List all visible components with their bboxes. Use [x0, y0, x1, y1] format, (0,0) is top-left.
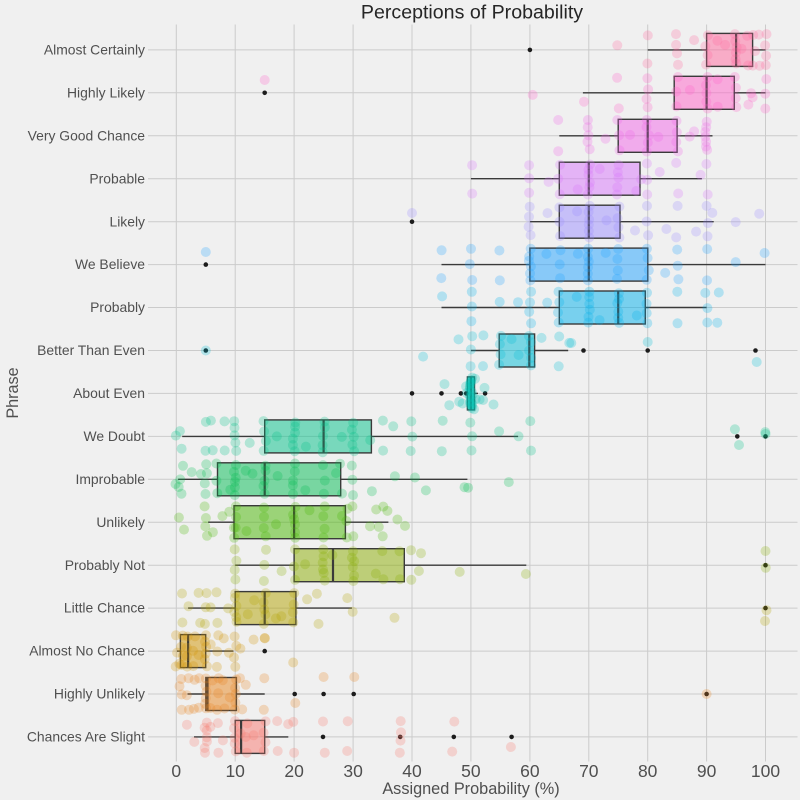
svg-text:50: 50	[461, 761, 481, 781]
svg-text:About Even: About Even	[73, 385, 145, 401]
svg-text:0: 0	[171, 761, 181, 781]
svg-text:Probable: Probable	[89, 170, 145, 186]
svg-text:Almost Certainly: Almost Certainly	[44, 42, 145, 58]
svg-text:Highly Unlikely: Highly Unlikely	[54, 686, 145, 702]
svg-text:Almost No Chance: Almost No Chance	[29, 643, 145, 659]
svg-text:Perceptions of Probability: Perceptions of Probability	[361, 2, 583, 24]
svg-text:30: 30	[343, 761, 363, 781]
svg-text:Likely: Likely	[109, 213, 145, 229]
svg-text:Better Than Even: Better Than Even	[37, 342, 145, 358]
svg-text:Chances Are Slight: Chances Are Slight	[27, 729, 145, 745]
svg-text:Improbable: Improbable	[76, 471, 146, 487]
svg-text:70: 70	[579, 761, 599, 781]
svg-text:20: 20	[284, 761, 304, 781]
svg-text:90: 90	[697, 761, 717, 781]
svg-text:40: 40	[402, 761, 422, 781]
svg-text:We Doubt: We Doubt	[83, 428, 145, 444]
svg-text:We Believe: We Believe	[75, 256, 145, 272]
svg-text:Very Good Chance: Very Good Chance	[28, 127, 146, 143]
svg-text:100: 100	[751, 761, 780, 781]
svg-text:Probably Not: Probably Not	[65, 557, 145, 573]
svg-text:Highly Likely: Highly Likely	[67, 84, 145, 100]
svg-text:10: 10	[225, 761, 245, 781]
svg-text:60: 60	[520, 761, 540, 781]
svg-text:Little Chance: Little Chance	[64, 600, 145, 616]
svg-text:Probably: Probably	[90, 299, 145, 315]
svg-text:80: 80	[638, 761, 658, 781]
svg-text:Phrase: Phrase	[4, 367, 22, 418]
svg-text:Assigned Probability (%): Assigned Probability (%)	[382, 780, 559, 798]
svg-text:Unlikely: Unlikely	[96, 514, 145, 530]
